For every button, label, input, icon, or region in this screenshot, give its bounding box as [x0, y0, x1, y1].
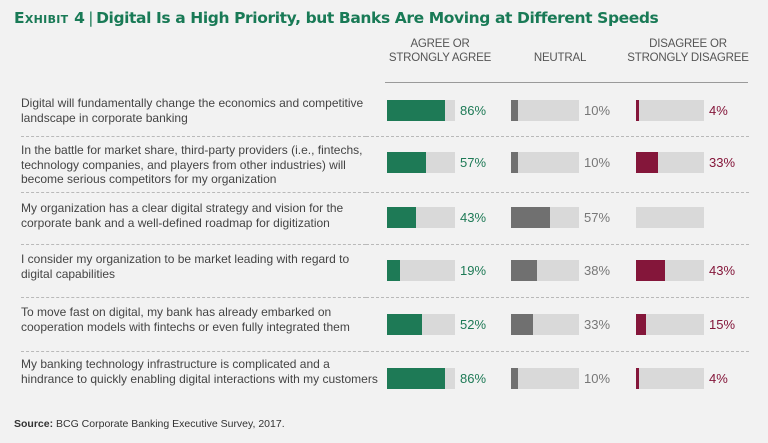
data-label-disagree: 4% [709, 371, 728, 386]
row-divider [21, 136, 366, 137]
data-label-agree: 52% [460, 317, 487, 332]
bar-track-disagree [636, 368, 704, 389]
bar-track-neutral [511, 207, 579, 228]
data-label-neutral: 10% [584, 155, 611, 170]
bar-track-disagree [636, 314, 704, 335]
bar-disagree [636, 100, 639, 121]
bar-disagree [636, 368, 639, 389]
bar-track-disagree [636, 100, 704, 121]
title-text: Digital Is a High Priority, but Banks Ar… [96, 9, 659, 27]
bar-track-agree [387, 260, 455, 281]
bar-neutral [511, 207, 550, 228]
bar-neutral [511, 314, 533, 335]
column-header-disagree-label: DISAGREE OR STRONGLY DISAGREE [627, 38, 749, 64]
exhibit-title: Exhibit 4 | Digital Is a High Priority, bu… [14, 9, 659, 27]
data-label-agree: 86% [460, 103, 487, 118]
data-label-disagree: 43% [709, 263, 736, 278]
row-statement: In the battle for market share, third-pa… [21, 143, 363, 186]
bar-track-neutral [511, 368, 579, 389]
bar-disagree [636, 152, 658, 173]
row-statement: My banking technology infrastructure is … [21, 357, 378, 386]
data-label-neutral: 57% [584, 210, 611, 225]
column-header-neutral: NEUTRAL [510, 51, 610, 65]
data-label-agree: 86% [460, 371, 487, 386]
bar-agree [387, 260, 400, 281]
row-divider [366, 351, 749, 352]
data-label-neutral: 10% [584, 103, 611, 118]
header-divider [385, 82, 748, 83]
data-label-agree: 19% [460, 263, 487, 278]
data-label-disagree: 4% [709, 103, 728, 118]
bar-track-neutral [511, 260, 579, 281]
bar-track-agree [387, 314, 455, 335]
bar-track-agree [387, 368, 455, 389]
column-header-neutral-label: NEUTRAL [533, 52, 587, 64]
row-statement: To move fast on digital, my bank has alr… [21, 305, 350, 334]
row-divider [21, 351, 366, 352]
bar-track-agree [387, 207, 455, 228]
source-label: Source: [14, 418, 54, 430]
data-label-neutral: 38% [584, 263, 611, 278]
row-divider [366, 136, 749, 137]
bar-agree [387, 314, 422, 335]
bar-neutral [511, 368, 518, 389]
bar-track-neutral [511, 314, 579, 335]
bar-agree [387, 368, 445, 389]
bar-track-disagree [636, 152, 704, 173]
bar-track-neutral [511, 100, 579, 121]
data-label-neutral: 10% [584, 371, 611, 386]
row-divider [366, 244, 749, 245]
bar-neutral [511, 100, 518, 121]
bar-neutral [511, 260, 537, 281]
data-label-disagree: 15% [709, 317, 736, 332]
bar-agree [387, 100, 445, 121]
bar-disagree [636, 314, 646, 335]
bar-disagree [636, 260, 665, 281]
data-label-neutral: 33% [584, 317, 611, 332]
data-label-agree: 43% [460, 210, 487, 225]
bar-track-disagree [636, 260, 704, 281]
bar-track-agree [387, 152, 455, 173]
data-label-agree: 57% [460, 155, 487, 170]
exhibit-number: Exhibit 4 [14, 9, 86, 27]
data-label-disagree: 33% [709, 155, 736, 170]
row-divider [21, 297, 366, 298]
bar-agree [387, 207, 416, 228]
bar-track-disagree [636, 207, 704, 228]
row-divider [21, 244, 366, 245]
bar-track-agree [387, 100, 455, 121]
source-text: BCG Corporate Banking Executive Survey, … [56, 418, 285, 430]
column-header-agree-label: AGREE OR STRONGLY AGREE [388, 38, 492, 64]
bar-neutral [511, 152, 518, 173]
bar-agree [387, 152, 426, 173]
column-header-disagree: DISAGREE OR STRONGLY DISAGREE [618, 37, 758, 65]
row-statement: Digital will fundamentally change the ec… [21, 96, 364, 125]
row-divider [366, 297, 749, 298]
source-note: Source: BCG Corporate Banking Executive … [14, 418, 285, 430]
row-statement: I consider my organization to be market … [21, 252, 350, 281]
bar-track-neutral [511, 152, 579, 173]
title-separator: | [88, 9, 94, 27]
row-divider [21, 192, 366, 193]
column-header-agree: AGREE OR STRONGLY AGREE [385, 37, 495, 65]
row-statement: My organization has a clear digital stra… [21, 201, 344, 230]
row-divider [366, 192, 749, 193]
